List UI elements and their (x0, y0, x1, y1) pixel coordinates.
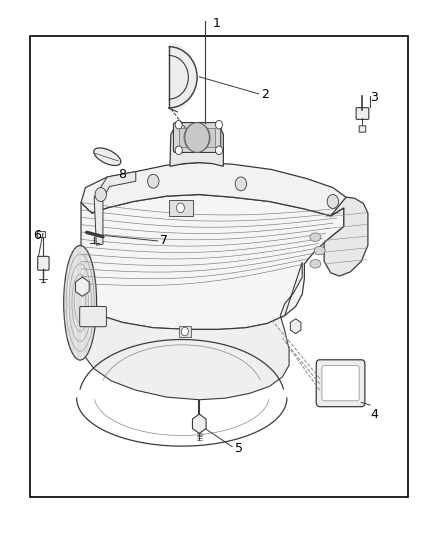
Bar (169, 200, 193, 216)
FancyBboxPatch shape (316, 360, 365, 407)
FancyBboxPatch shape (359, 126, 366, 132)
Text: 3: 3 (371, 91, 378, 103)
Circle shape (95, 188, 106, 201)
Text: 1: 1 (213, 18, 221, 30)
Circle shape (215, 120, 223, 129)
Polygon shape (170, 123, 223, 166)
Bar (30, 36, 408, 497)
Ellipse shape (310, 260, 321, 268)
Wedge shape (169, 43, 197, 112)
Polygon shape (81, 195, 344, 329)
FancyBboxPatch shape (356, 108, 369, 119)
Text: 4: 4 (371, 408, 378, 421)
Polygon shape (77, 262, 302, 400)
Polygon shape (324, 197, 368, 276)
FancyBboxPatch shape (173, 123, 221, 152)
Circle shape (175, 120, 182, 129)
Bar (179, 128, 215, 147)
Polygon shape (81, 163, 346, 216)
Circle shape (177, 203, 184, 213)
FancyBboxPatch shape (80, 306, 106, 327)
Circle shape (235, 177, 247, 191)
Ellipse shape (314, 246, 325, 255)
FancyBboxPatch shape (38, 256, 49, 270)
Bar (37, 231, 45, 237)
Text: 6: 6 (33, 229, 41, 242)
Text: 7: 7 (160, 235, 168, 247)
Circle shape (148, 174, 159, 188)
Bar (179, 326, 191, 337)
Text: 5: 5 (235, 442, 243, 455)
FancyBboxPatch shape (322, 366, 359, 401)
Ellipse shape (94, 148, 121, 166)
Circle shape (175, 146, 182, 155)
Circle shape (181, 327, 188, 336)
Text: 2: 2 (261, 88, 269, 101)
Text: 8: 8 (118, 168, 126, 181)
Circle shape (215, 146, 223, 155)
Ellipse shape (310, 233, 321, 241)
Polygon shape (94, 172, 136, 245)
Ellipse shape (64, 245, 96, 360)
Circle shape (185, 123, 209, 152)
Circle shape (327, 195, 339, 208)
